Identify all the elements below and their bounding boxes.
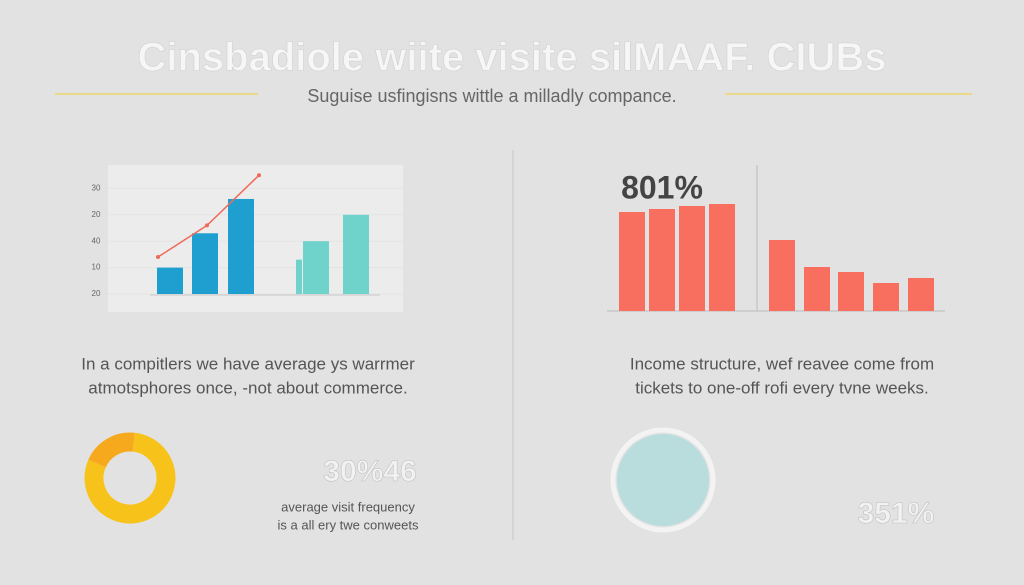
bar [769,240,795,311]
bar [709,204,735,311]
bar [908,278,934,311]
trend-point [205,223,209,228]
bar [192,233,218,294]
subtitle: Suguise usfingisns wittle a milladly com… [307,86,676,106]
donut-segment [88,432,135,468]
bar [303,241,329,294]
paragraph: In a compitlers we have average ys warrm… [81,354,415,373]
paragraph: Income structure, wef reavee come from [630,354,934,373]
chart-label: 801% [621,169,703,205]
y-tick-label: 10 [92,263,101,272]
bar [228,198,254,294]
stat: 30%46 [323,455,416,488]
bar [804,267,830,311]
bar [343,214,369,294]
bar [679,206,705,311]
bar [838,272,864,311]
y-tick-label: 20 [92,210,101,219]
note: is a all ery twe conweets [278,517,419,532]
title: Cinsbadiole wiite visite silMAAF. CIUBs [137,36,886,80]
paragraph: tickets to one-off rofi every tvne weeks… [635,378,929,397]
donut-segment [84,432,176,524]
stat: 351% [858,497,935,530]
ring [610,427,716,533]
bar [619,212,645,311]
y-tick-label: 30 [92,184,101,193]
y-tick-label: 40 [92,236,101,245]
bar [873,283,899,311]
bar [296,259,302,294]
trend-point [257,173,261,178]
bar [649,209,675,311]
bar [157,267,183,294]
y-tick-label: 20 [92,289,101,298]
paragraph: atmotsphores once, ‑not about commerce. [88,378,407,397]
trend-point [156,255,160,260]
circle [617,434,709,526]
note: average visit frequency [281,499,415,514]
